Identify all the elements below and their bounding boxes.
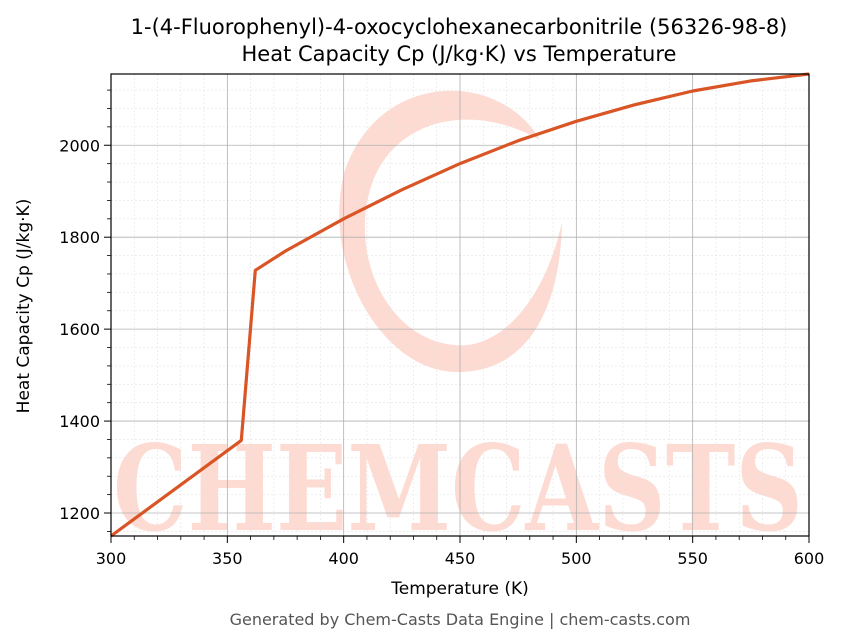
y-axis: 1200 1400 1600 1800 2000 xyxy=(59,89,111,532)
y-tick-label: 1600 xyxy=(59,320,100,339)
x-tick-label: 300 xyxy=(96,549,127,568)
watermark-text: CHEMCASTS xyxy=(113,419,803,558)
x-tick-label: 450 xyxy=(445,549,476,568)
x-axis: 300 350 400 450 500 550 600 xyxy=(96,536,825,568)
watermark-logo: CHEMCASTS xyxy=(113,90,803,558)
x-tick-label: 550 xyxy=(677,549,708,568)
x-tick-label: 600 xyxy=(794,549,825,568)
major-grid xyxy=(110,74,810,536)
y-tick-label: 2000 xyxy=(59,136,100,155)
chart-title-line2: Heat Capacity Cp (J/kg·K) vs Temperature xyxy=(242,42,677,66)
footer-credit: Generated by Chem-Casts Data Engine | ch… xyxy=(230,610,691,629)
y-tick-label: 1200 xyxy=(59,504,100,523)
series-line xyxy=(110,72,810,538)
chart-title-line1: 1-(4-Fluorophenyl)-4-oxocyclohexanecarbo… xyxy=(131,15,788,39)
x-tick-label: 500 xyxy=(561,549,592,568)
y-tick-label: 1400 xyxy=(59,412,100,431)
y-tick-label: 1800 xyxy=(59,228,100,247)
y-axis-label: Heat Capacity Cp (J/kg·K) xyxy=(14,199,34,414)
plot-area xyxy=(110,72,810,538)
x-tick-label: 400 xyxy=(328,549,359,568)
x-tick-label: 350 xyxy=(212,549,243,568)
x-axis-label: Temperature (K) xyxy=(390,579,529,599)
